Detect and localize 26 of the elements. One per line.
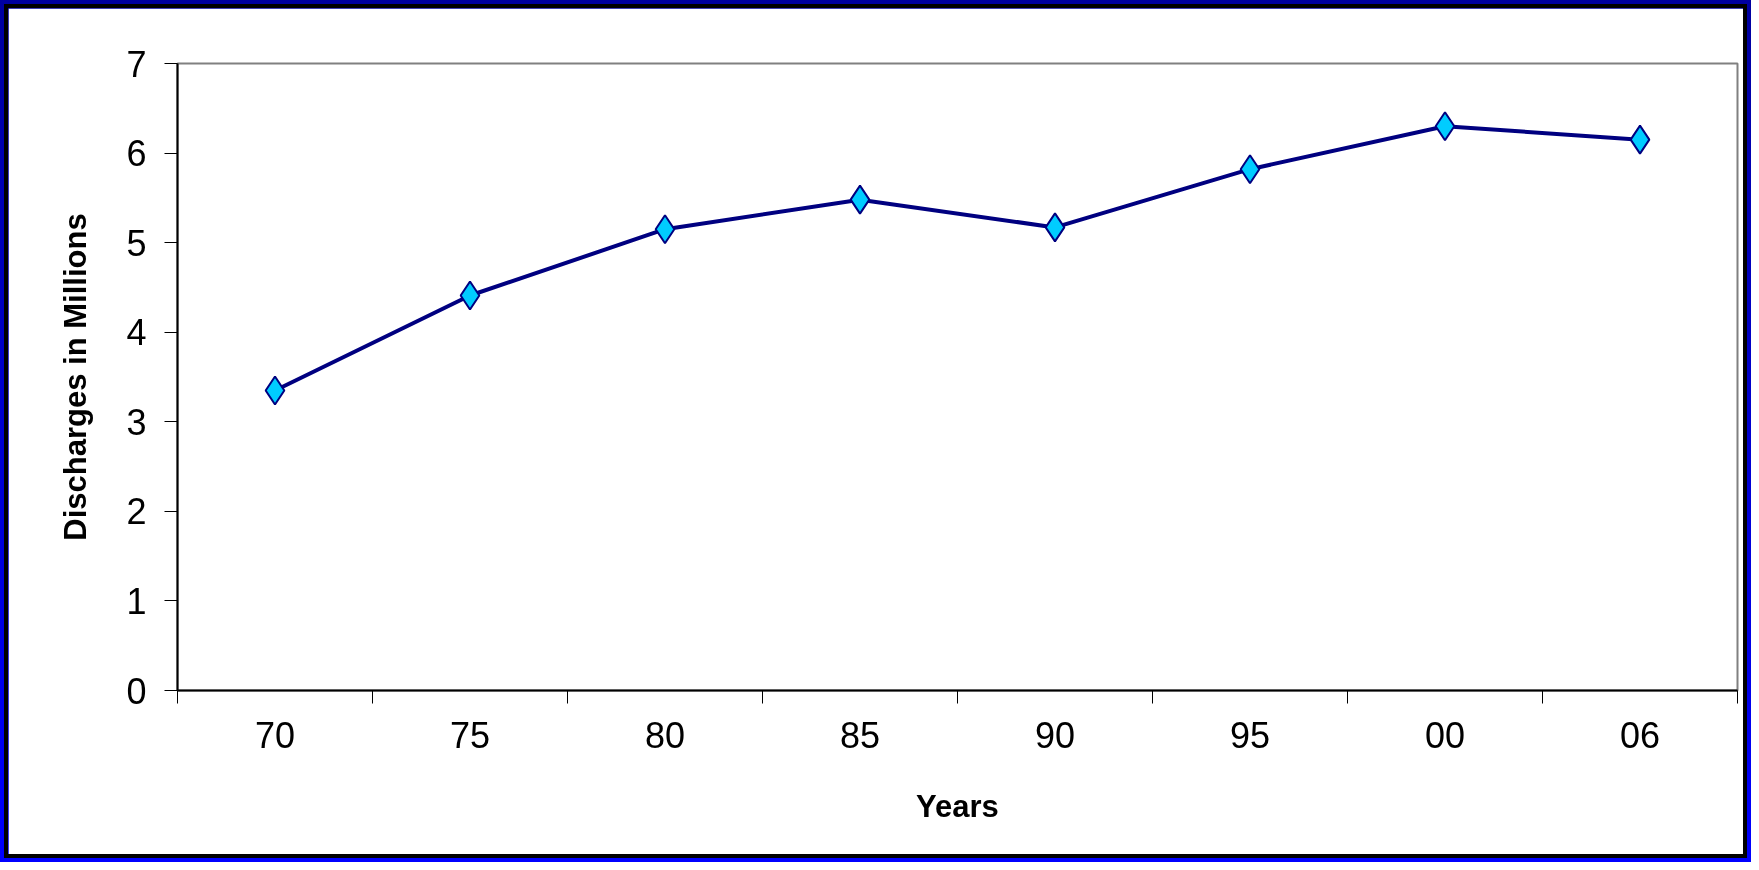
x-tick-label: 80: [644, 714, 686, 756]
y-axis-title: Discharges in Millions: [58, 213, 94, 541]
point: [459, 280, 481, 311]
point: [849, 184, 871, 215]
y-tick-label: 3: [126, 401, 147, 443]
point: [264, 375, 286, 406]
point: [1239, 154, 1261, 185]
x-tick-label: 75: [449, 714, 491, 756]
y-tick-label: 4: [126, 312, 147, 354]
y-tick-label: 5: [126, 222, 147, 264]
point: [654, 214, 676, 245]
y-tick-label: 7: [126, 43, 147, 85]
y-tick-label: 6: [126, 133, 147, 175]
x-tick-label: 06: [1619, 714, 1661, 756]
x-tick-label: 85: [839, 714, 881, 756]
x-tick-label: 95: [1229, 714, 1271, 756]
x-tick-label: 70: [254, 714, 296, 756]
x-axis-title: Years: [916, 788, 999, 824]
y-tick-label: 0: [126, 670, 147, 712]
point: [1044, 212, 1066, 243]
point: [1434, 111, 1456, 142]
y-tick-label: 1: [126, 580, 147, 622]
point: [1629, 124, 1651, 155]
x-tick-label: 90: [1034, 714, 1076, 756]
y-tick-label: 2: [126, 491, 147, 533]
x-tick-label: 00: [1424, 714, 1466, 756]
